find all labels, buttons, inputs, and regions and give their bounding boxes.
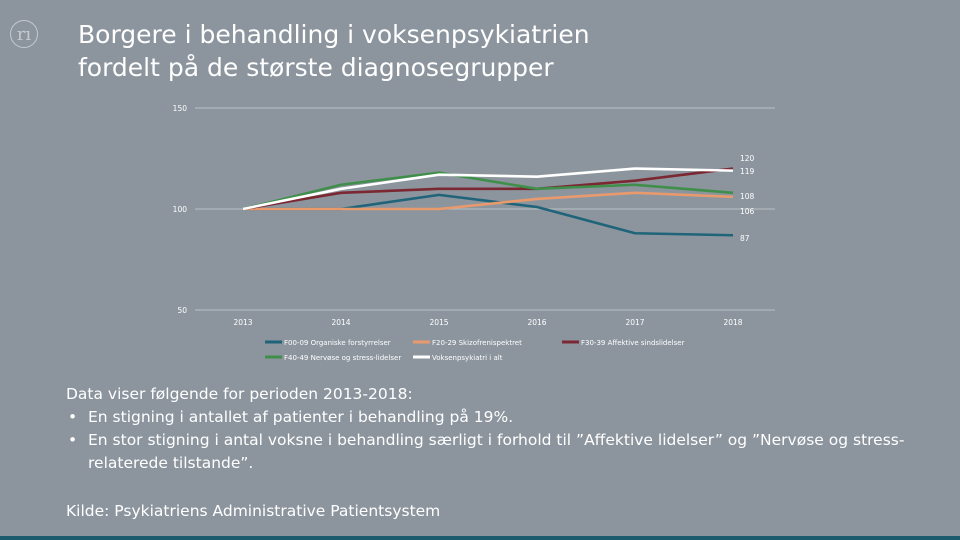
- title-line-1: Borgere i behandling i voksenpsykiatrien: [78, 20, 590, 49]
- summary-bullet-2: En stor stigning i antal voksne i behand…: [66, 429, 926, 475]
- page-title: Borgere i behandling i voksenpsykiatrien…: [78, 18, 778, 84]
- x-tick-label-2016: 2016: [527, 318, 546, 327]
- title-line-2: fordelt på de største diagnosegrupper: [78, 53, 554, 82]
- series-line-4: [242, 171, 734, 211]
- end-value-label-5: 87: [740, 234, 750, 243]
- end-value-label-3: 108: [740, 192, 755, 201]
- x-tick-label-2014: 2014: [331, 318, 350, 327]
- summary-intro: Data viser følgende for perioden 2013-20…: [66, 385, 413, 403]
- summary-bullet-1: En stigning i antallet af patienter i be…: [66, 406, 926, 429]
- line-chart: 50 100 150 2013 2014 2015 2016 2017 2018 120 119 10…: [173, 104, 775, 362]
- y-tick-label-150: 150: [173, 104, 188, 113]
- x-tick-label-2013: 2013: [233, 318, 252, 327]
- legend-label-1: F00-09 Organiske forstyrrelser: [284, 339, 391, 347]
- legend-label-4: F40-49 Nervøse og stress-lidelser: [284, 354, 401, 362]
- logo: rı: [10, 20, 38, 48]
- y-tick-label-50: 50: [177, 306, 187, 315]
- legend-label-3: F30-39 Affektive sindslidelser: [581, 339, 685, 347]
- bottom-accent-bar: [0, 536, 960, 540]
- legend-label-2: F20-29 Skizofrenispektret: [432, 339, 522, 347]
- summary-bullets: En stigning i antallet af patienter i be…: [66, 406, 926, 475]
- series-line-1: [243, 193, 734, 237]
- end-value-label-4: 106: [740, 207, 755, 216]
- summary-text: Data viser følgende for perioden 2013-20…: [66, 383, 926, 475]
- source-note: Kilde: Psykiatriens Administrative Patie…: [66, 502, 441, 520]
- series-line-5: [242, 167, 734, 211]
- legend-label-5: Voksenpsykiatri i alt: [432, 354, 503, 362]
- end-value-label-2: 119: [740, 167, 755, 176]
- y-tick-label-100: 100: [173, 205, 188, 214]
- end-value-label-1: 120: [740, 154, 755, 163]
- x-tick-label-2018: 2018: [723, 318, 742, 327]
- x-tick-label-2017: 2017: [625, 318, 644, 327]
- series-line-3: [242, 167, 734, 211]
- x-tick-label-2015: 2015: [429, 318, 448, 327]
- series-line-2: [243, 191, 734, 211]
